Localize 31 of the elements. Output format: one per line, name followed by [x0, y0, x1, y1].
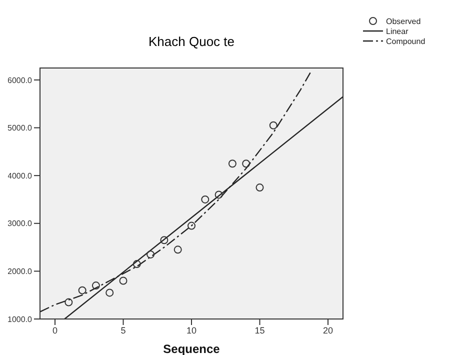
point — [132, 260, 141, 268]
legend-label: Compound — [386, 36, 426, 46]
point — [174, 246, 182, 254]
y-tick-label: 2000.0 — [8, 267, 33, 276]
point — [160, 236, 168, 244]
y-tick-label: 4000.0 — [8, 171, 33, 180]
point — [146, 250, 155, 258]
point — [228, 160, 236, 168]
y-tick-label: 1000.0 — [8, 314, 33, 324]
point — [269, 121, 278, 130]
point — [78, 286, 86, 294]
point — [119, 276, 128, 285]
point — [201, 195, 210, 204]
point — [256, 184, 264, 192]
y-tick-label: 6000.0 — [8, 76, 33, 85]
point — [214, 190, 223, 199]
y-tick-label: 3000.0 — [8, 219, 33, 228]
legend-label: Linear — [386, 26, 408, 36]
legend-label: Observed — [386, 16, 421, 26]
point — [242, 160, 250, 168]
point — [188, 222, 196, 230]
y-tick-label: 5000.0 — [8, 124, 33, 133]
chart-title: Khach Quoc te — [148, 34, 236, 49]
point — [64, 298, 73, 306]
x-tick-label: 10 — [186, 325, 197, 336]
x-tick-label: 0 — [52, 325, 58, 336]
point — [92, 282, 100, 290]
x-tick-label: 5 — [120, 325, 126, 336]
point — [106, 288, 114, 297]
x-tick-label: 20 — [322, 325, 333, 336]
x-tick-label: 15 — [254, 325, 265, 336]
